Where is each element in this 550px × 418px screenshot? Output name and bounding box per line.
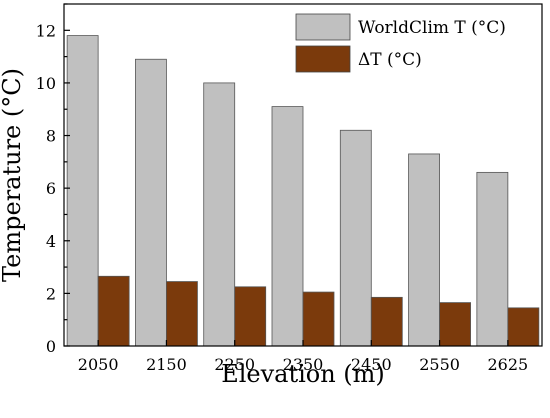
bar-worldclim-2050 <box>66 35 99 347</box>
bar-worldclim-2625 <box>476 171 509 347</box>
x-tick-label: 2450 <box>351 355 392 374</box>
legend-swatch-worldclim <box>295 13 351 41</box>
bar-delta-t-2550 <box>439 302 471 347</box>
bar-worldclim-2450 <box>339 129 372 347</box>
bar-delta-t-2050 <box>97 275 130 347</box>
bar-delta-t-2250 <box>234 286 267 347</box>
bar-worldclim-2250 <box>203 82 236 347</box>
y-tick-label: 4 <box>46 232 56 251</box>
bar-delta-t-2350 <box>302 291 335 347</box>
bar-worldclim-2350 <box>271 106 304 347</box>
y-tick-labels: 0 2 4 6 8 10 12 <box>36 21 56 356</box>
bar-worldclim-2150 <box>135 58 167 347</box>
y-tick-label: 2 <box>46 284 56 303</box>
bar-delta-t-2625 <box>507 307 540 347</box>
legend-label-worldclim: WorldClim T (°C) <box>358 18 506 38</box>
bar-worldclim-2550 <box>408 153 440 347</box>
bar-delta-t-2150 <box>166 281 198 347</box>
legend: WorldClim T (°C) ΔT (°C) <box>295 13 506 73</box>
y-tick-label: 8 <box>46 127 56 146</box>
legend-swatch-delta-t <box>295 45 351 73</box>
x-tick-label: 2350 <box>283 355 324 374</box>
bar-delta-t-2450 <box>370 296 403 347</box>
x-tick-label: 2550 <box>419 355 460 374</box>
x-tick-label: 2050 <box>78 355 119 374</box>
y-tick-label: 0 <box>46 337 56 356</box>
bars-layer <box>66 35 540 347</box>
x-tick-labels: 2050 2150 2250 2350 2450 2550 2625 <box>78 355 528 374</box>
x-axis-title: Elevation (m) <box>221 360 385 388</box>
legend-label-delta-t: ΔT (°C) <box>358 50 422 70</box>
ticks-layer <box>64 3 509 347</box>
y-tick-label: 12 <box>36 21 56 40</box>
x-tick-label: 2250 <box>214 355 255 374</box>
y-tick-label: 6 <box>46 179 56 198</box>
y-tick-label: 10 <box>36 74 56 93</box>
x-tick-label: 2625 <box>487 355 528 374</box>
y-axis-title: Temperature (°C) <box>0 68 26 282</box>
x-tick-label: 2150 <box>146 355 187 374</box>
